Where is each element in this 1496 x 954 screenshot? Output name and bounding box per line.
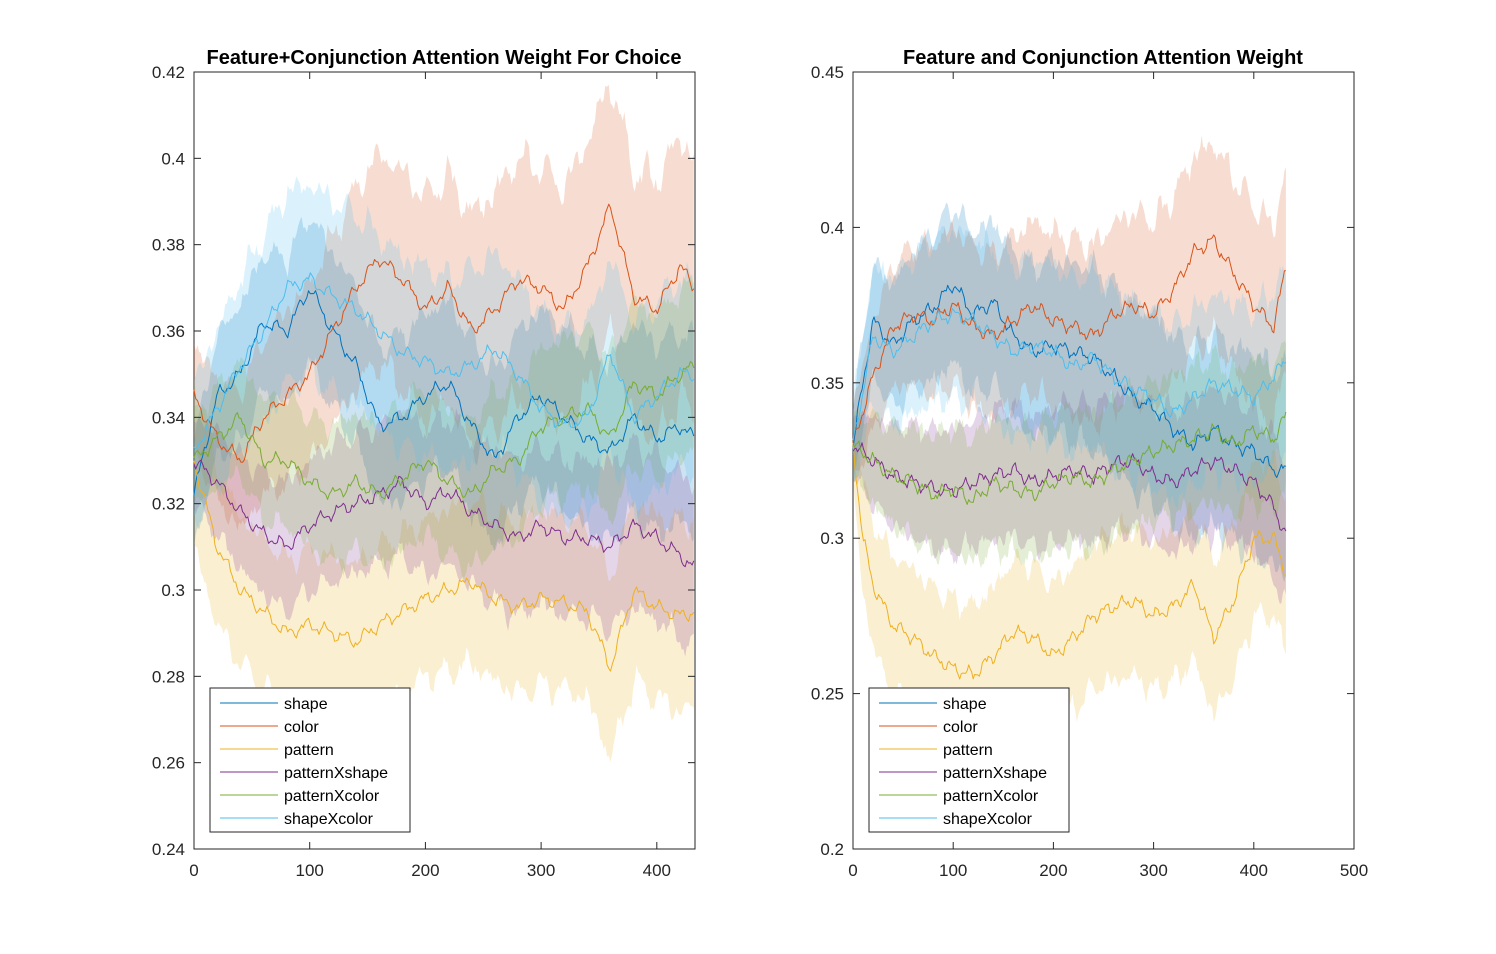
x-tick-label: 200 [1039, 861, 1067, 880]
y-tick-label: 0.26 [152, 754, 185, 773]
legend-label-patternXshape: patternXshape [284, 765, 388, 782]
y-tick-label: 0.38 [152, 236, 185, 255]
y-tick-label: 0.25 [811, 685, 844, 704]
x-tick-label: 300 [527, 861, 555, 880]
band-pattern [853, 407, 1286, 756]
left-plot-title: Feature+Conjunction Attention Weight For… [207, 47, 682, 69]
line-shape [193, 290, 695, 496]
x-tick-label: 0 [848, 861, 857, 880]
line-patternXshape [193, 459, 695, 568]
legend: shape color pattern patternXshape patternXco… [209, 687, 411, 833]
band-color [853, 135, 1286, 477]
x-tick-label: 400 [1240, 861, 1268, 880]
line-color [193, 203, 695, 463]
y-tick-label: 0.3 [820, 529, 844, 548]
legend-label-pattern: pattern [284, 742, 334, 759]
legend-label-color: color [943, 719, 978, 736]
line-color [852, 234, 1286, 443]
x-tick-label: 300 [1139, 861, 1167, 880]
band-shapeXcolor [853, 225, 1286, 511]
right-plot: Feature and Conjunction Attention Weight… [811, 47, 1368, 880]
y-tick-label: 0.24 [152, 840, 185, 859]
y-tick-label: 0.2 [820, 840, 844, 859]
y-tick-label: 0.3 [161, 581, 185, 600]
y-tick-label: 0.42 [152, 63, 185, 82]
line-shapeXcolor [852, 308, 1287, 441]
line-layer [852, 234, 1287, 680]
band-shapeXcolor [194, 176, 694, 530]
band-patternXshape [853, 383, 1286, 604]
legend-label-shape: shape [943, 696, 987, 713]
band-patternXcolor [853, 340, 1286, 569]
band-layer [853, 135, 1286, 756]
legend-label-pattern: pattern [943, 742, 993, 759]
legend-label-patternXcolor: patternXcolor [943, 788, 1039, 805]
right-plot-title: Feature and Conjunction Attention Weight [903, 47, 1303, 69]
band-shape [194, 216, 694, 552]
y-tick-label: 0.32 [152, 495, 185, 514]
line-patternXcolor [852, 411, 1287, 505]
y-tick-label: 0.34 [152, 408, 185, 427]
band-patternXshape [194, 408, 694, 657]
x-tick-label: 500 [1340, 861, 1368, 880]
band-patternXcolor [194, 274, 694, 584]
y-tick-label: 0.4 [820, 218, 844, 237]
legend-label-patternXcolor: patternXcolor [284, 788, 380, 805]
legend-label-shapeXcolor: shapeXcolor [284, 811, 374, 828]
legend-box [868, 687, 1070, 833]
x-tick-label: 200 [411, 861, 439, 880]
band-pattern [194, 378, 694, 762]
line-pattern [193, 460, 695, 672]
line-pattern [852, 442, 1287, 680]
line-shapeXcolor [193, 272, 695, 450]
x-tick-label: 400 [643, 861, 671, 880]
x-tick-label: 100 [296, 861, 324, 880]
y-tick-label: 0.35 [811, 374, 844, 393]
left-plot: Feature+Conjunction Attention Weight For… [152, 47, 696, 880]
x-tick-label: 100 [939, 861, 967, 880]
legend: shape color pattern patternXshape patternXco… [868, 687, 1070, 833]
y-tick-label: 0.45 [811, 63, 844, 82]
legend-box [209, 687, 411, 833]
y-tick-label: 0.28 [152, 667, 185, 686]
legend-label-color: color [284, 719, 319, 736]
line-patternXshape [852, 442, 1287, 532]
line-patternXcolor [193, 361, 695, 500]
x-tick-label: 0 [189, 861, 198, 880]
y-tick-label: 0.4 [161, 149, 185, 168]
legend-label-shapeXcolor: shapeXcolor [943, 811, 1033, 828]
y-tick-label: 0.36 [152, 322, 185, 341]
legend-label-patternXshape: patternXshape [943, 765, 1047, 782]
legend-label-shape: shape [284, 696, 328, 713]
line-layer [193, 203, 695, 672]
